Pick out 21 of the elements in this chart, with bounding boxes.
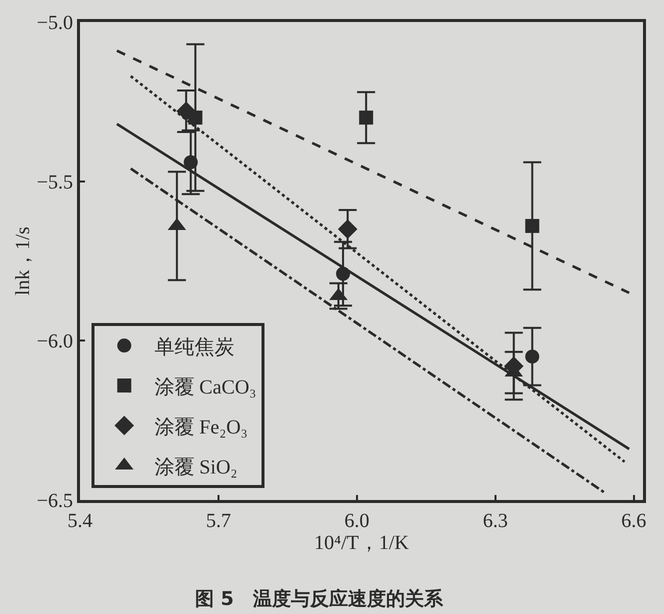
x-tick-label: 6.3 — [482, 510, 508, 532]
x-axis-title: 10⁴/T，1/K — [314, 532, 410, 554]
legend-label: 涂覆 CaCO₃ — [154, 376, 256, 398]
legend-label: 涂覆 SiO₂ — [154, 456, 238, 478]
y-tick-label: −6.0 — [36, 330, 73, 353]
x-tick-label: 5.4 — [68, 510, 92, 532]
point — [525, 218, 540, 233]
legend-label: 涂覆 Fe₂O₃ — [154, 416, 248, 438]
point — [525, 350, 540, 364]
point — [176, 101, 196, 121]
y-tick-label: −6.5 — [36, 490, 73, 512]
point — [359, 110, 374, 125]
x-tick-label: 6.0 — [344, 510, 370, 532]
y-axis-title: lnk，1/s — [12, 226, 34, 296]
x-tick-label: 5.7 — [206, 510, 231, 532]
legend-label: 单纯焦炭 — [154, 336, 234, 358]
x-tick-label: 6.6 — [621, 510, 646, 532]
y-tick-label: −5.5 — [36, 171, 73, 194]
caption: 图 5 温度与反应速度的关系 — [195, 588, 444, 610]
point — [338, 219, 358, 239]
y-tick-label: −5.0 — [36, 12, 73, 34]
